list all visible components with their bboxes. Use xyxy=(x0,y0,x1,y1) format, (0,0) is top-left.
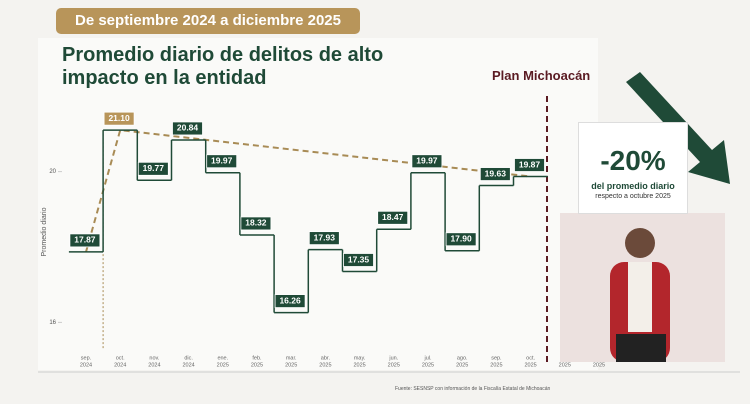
x-tick-label: jul. xyxy=(423,355,432,361)
value-label: 17.90 xyxy=(450,234,472,244)
interpreter xyxy=(560,213,725,362)
callout-line: respecto a octubre 2025 xyxy=(595,193,671,200)
value-label: 17.35 xyxy=(348,254,370,264)
value-label: 21.10 xyxy=(108,113,130,123)
x-tick-label: ene. xyxy=(217,355,228,361)
x-tick-label: sep. xyxy=(81,355,92,361)
x-tick-year: 2025 xyxy=(593,362,605,368)
chart-title: Promedio diario de delitos de alto impac… xyxy=(62,44,384,89)
value-label-box xyxy=(343,253,374,267)
y-axis-label: Promedio diario xyxy=(41,207,48,256)
value-label-box xyxy=(479,167,511,181)
x-tick-year: 2024 xyxy=(80,362,92,368)
plan-label: Plan Michoacán xyxy=(492,68,591,83)
source-note: Fuente: SESNSP con información de la Fis… xyxy=(395,386,551,392)
x-tick-year: 2025 xyxy=(251,362,263,368)
y-tick-label: 20 xyxy=(49,169,56,175)
value-label: 20.84 xyxy=(177,123,199,133)
value-label-box xyxy=(103,111,135,126)
x-tick-label: sep. xyxy=(491,355,502,361)
x-tick-year: 2025 xyxy=(285,362,297,368)
value-label: 19.97 xyxy=(416,155,438,165)
x-tick-label: jun. xyxy=(388,355,398,361)
value-label: 19.77 xyxy=(143,163,165,173)
x-tick-year: 2025 xyxy=(217,362,229,368)
x-tick-label: nov. xyxy=(149,355,159,361)
x-tick-year: 2025 xyxy=(388,362,400,368)
callout: -20% del promedio diario respecto a octu… xyxy=(578,122,688,214)
value-label: 19.97 xyxy=(211,155,233,165)
x-tick-year: 2025 xyxy=(490,362,502,368)
x-tick-label: may. xyxy=(354,355,366,361)
value-label-box xyxy=(445,232,477,247)
x-tick-year: 2025 xyxy=(456,362,468,368)
x-tick-year: 2025 xyxy=(422,362,434,368)
value-label-box xyxy=(206,154,238,169)
x-tick-label: mar. xyxy=(286,355,297,361)
value-label: 17.87 xyxy=(74,235,96,245)
value-label: 18.32 xyxy=(245,218,267,228)
value-label: 16.26 xyxy=(279,295,301,305)
value-label: 18.47 xyxy=(382,212,404,222)
value-label-box xyxy=(137,161,169,176)
x-tick-year: 2025 xyxy=(319,362,331,368)
x-tick-label: ago. xyxy=(457,355,468,361)
value-label: 19.63 xyxy=(485,168,507,178)
trend-line xyxy=(85,129,531,253)
x-tick-label: oct. xyxy=(116,355,125,361)
x-tick-label: oct. xyxy=(526,355,535,361)
x-tick-year: 2024 xyxy=(148,362,160,368)
x-tick-year: 2024 xyxy=(114,362,126,368)
x-tick-label: dic. xyxy=(184,355,193,361)
x-tick-year: 2025 xyxy=(559,362,571,368)
callout-headline: -20% xyxy=(600,145,666,176)
value-label-box xyxy=(240,216,272,231)
x-tick-year: 2025 xyxy=(524,362,536,368)
value-label-box xyxy=(172,121,203,136)
x-tick-label: feb. xyxy=(252,355,262,361)
y-tick-label: 16 xyxy=(49,320,56,326)
date-range-banner: De septiembre 2024 a diciembre 2025 xyxy=(56,8,360,34)
value-label-box xyxy=(377,210,409,225)
value-label-box xyxy=(308,231,340,246)
value-label-box xyxy=(274,294,306,308)
plot-background xyxy=(38,38,598,370)
value-label-box xyxy=(69,233,101,248)
value-label: 19.87 xyxy=(519,159,541,169)
x-tick-year: 2025 xyxy=(353,362,365,368)
value-label-box xyxy=(411,154,443,169)
x-tick-year: 2024 xyxy=(182,362,194,368)
callout-line: del promedio diario xyxy=(591,181,675,191)
value-label-box xyxy=(514,158,545,172)
value-label: 17.93 xyxy=(314,232,336,242)
x-tick-label: abr. xyxy=(321,355,331,361)
